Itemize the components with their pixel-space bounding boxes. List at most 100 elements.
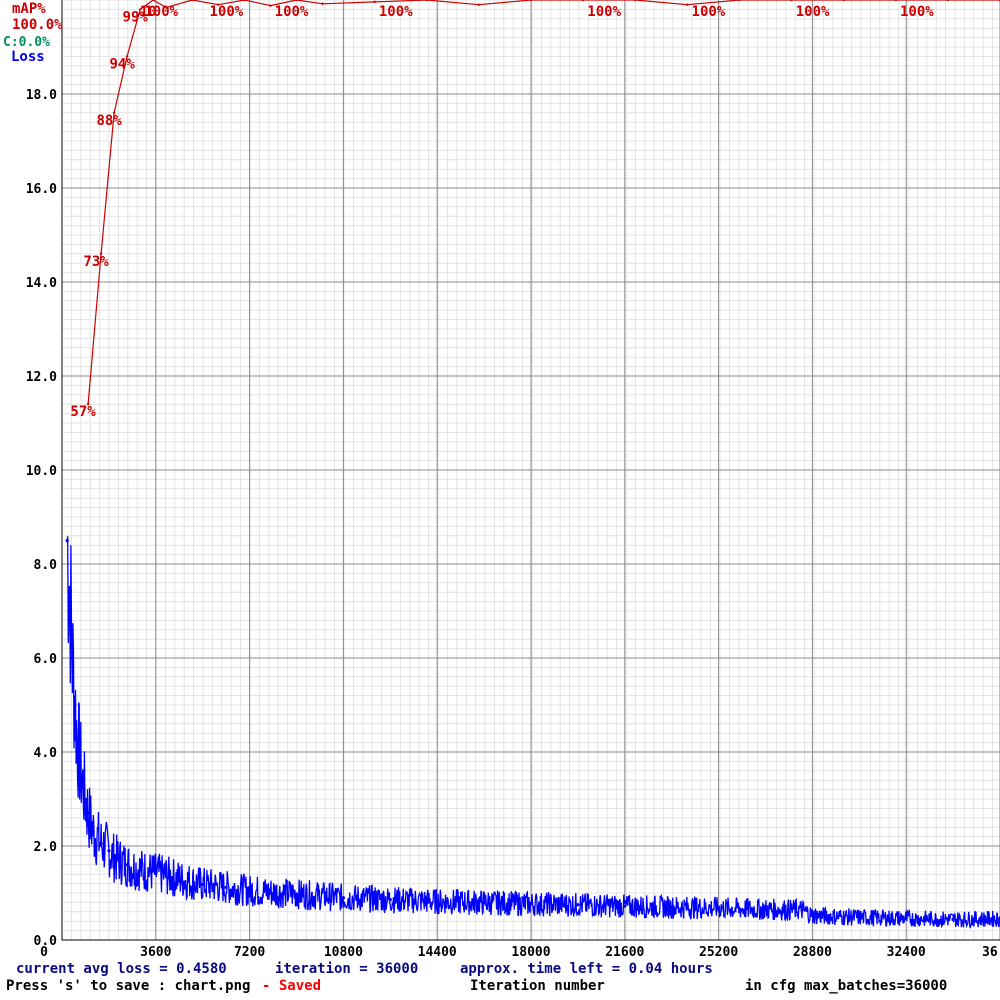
- x-tick-label: 25200: [699, 945, 738, 960]
- map-point: [99, 252, 103, 255]
- map-point-label: 100%: [379, 4, 413, 20]
- major-grid: [61, 0, 1000, 941]
- y-axis-ticks: 0.0 2.0 4.0 6.0 8.0 10.0 12.0 14.0 16.0 18.0: [26, 88, 57, 949]
- legend-c-label: C:0.0%: [3, 35, 50, 50]
- loss-point: [138, 867, 142, 872]
- loss-point: [857, 915, 861, 920]
- y-tick-label: 16.0: [26, 182, 57, 197]
- y-tick-label: 4.0: [34, 746, 58, 761]
- y-tick-label: 0.0: [34, 934, 58, 949]
- map-point-label: 10: [140, 4, 157, 20]
- loss-point: [763, 907, 768, 912]
- y-tick-label: 6.0: [34, 652, 58, 667]
- x-tick-label: 28800: [793, 945, 832, 960]
- map-point: [842, 0, 845, 2]
- map-point-label: 73%: [83, 254, 109, 270]
- map-point-label: 100%: [796, 4, 830, 20]
- x-tick-label: 3600: [140, 945, 171, 960]
- legend-loss-label: Loss: [11, 49, 45, 65]
- loss-point: [576, 903, 580, 907]
- y-tick-label: 2.0: [34, 840, 58, 855]
- loss-point: [81, 783, 85, 787]
- loss-point: [177, 877, 181, 881]
- loss-point: [341, 896, 345, 900]
- x-axis-ticks: 0 3600 7200 10800 14400 18000 21600 25200 28800 3…: [40, 945, 998, 960]
- loss-point: [112, 856, 116, 860]
- legend: mAP% 100.0% C:0.0% Loss: [3, 1, 63, 65]
- loss-point: [68, 585, 72, 590]
- x-axis-title: Iteration number: [470, 978, 605, 994]
- loss-point: [248, 889, 252, 893]
- map-point: [295, 0, 298, 2]
- loss-point: [623, 904, 627, 908]
- y-tick-label: 18.0: [26, 88, 57, 103]
- map-point: [894, 0, 897, 2]
- x-tick-label: 36: [982, 945, 998, 960]
- loss-point: [224, 885, 228, 889]
- x-tick-label: 14400: [418, 945, 457, 960]
- status-save-hint: Press 's' to save : chart.png: [6, 978, 251, 994]
- status-max-batches: in cfg max_batches=36000: [745, 978, 948, 994]
- y-tick-label: 12.0: [26, 370, 57, 385]
- map-point: [790, 0, 793, 2]
- map-point-label: 100%: [144, 4, 178, 20]
- loss-point: [294, 892, 299, 896]
- map-point-label: 100%: [210, 4, 244, 20]
- loss-point: [435, 899, 439, 904]
- map-point: [686, 3, 689, 6]
- loss-point: [99, 842, 103, 846]
- map-series: [86, 0, 1000, 406]
- x-tick-label: 18000: [511, 945, 550, 960]
- map-point: [165, 6, 168, 9]
- loss-point: [86, 811, 90, 815]
- map-point: [151, 0, 155, 2]
- status-time-left: approx. time left = 0.04 hours: [460, 961, 713, 977]
- map-point: [738, 0, 741, 2]
- y-tick-label: 10.0: [26, 464, 57, 479]
- map-point: [138, 8, 142, 11]
- map-point: [86, 403, 90, 406]
- loss-point: [800, 908, 804, 912]
- loss-line: [66, 536, 1000, 929]
- x-tick-label: 32400: [887, 945, 926, 960]
- y-tick-label: 14.0: [26, 276, 57, 291]
- map-point: [529, 0, 533, 2]
- loss-point: [201, 882, 205, 887]
- loss-point: [70, 656, 75, 660]
- loss-point: [65, 538, 69, 543]
- map-point-label: 100%: [900, 4, 934, 20]
- x-tick-label: 7200: [234, 945, 265, 960]
- loss-point: [76, 741, 80, 745]
- loss-point: [810, 913, 815, 918]
- map-point-label: 100%: [692, 4, 726, 20]
- status-avg-loss: current avg loss = 0.4580: [16, 961, 227, 977]
- loss-point: [154, 871, 158, 875]
- map-point: [125, 55, 129, 58]
- map-point-label: 100%: [587, 4, 621, 20]
- loss-point: [529, 902, 533, 906]
- loss-point: [91, 830, 95, 834]
- x-tick-label: 0: [40, 945, 48, 960]
- loss-point: [717, 906, 721, 910]
- map-point: [112, 111, 116, 115]
- map-point: [581, 0, 585, 2]
- status-saved: - Saved: [262, 978, 322, 994]
- status-iteration: iteration = 36000: [275, 961, 419, 977]
- loss-point: [904, 916, 908, 920]
- loss-point: [670, 905, 674, 909]
- map-point: [269, 4, 272, 7]
- map-point: [321, 2, 324, 5]
- loss-point: [107, 849, 111, 853]
- loss-point: [951, 917, 955, 921]
- y-tick-label: 8.0: [34, 558, 58, 573]
- map-point: [425, 0, 428, 2]
- legend-map-best: 100.0%: [12, 17, 63, 33]
- map-point: [217, 3, 220, 6]
- map-line: [87, 0, 1000, 405]
- map-point-label: 100%: [275, 4, 309, 20]
- map-point-label: 99%: [123, 9, 149, 25]
- loss-point: [125, 863, 129, 867]
- loss-point: [482, 900, 486, 905]
